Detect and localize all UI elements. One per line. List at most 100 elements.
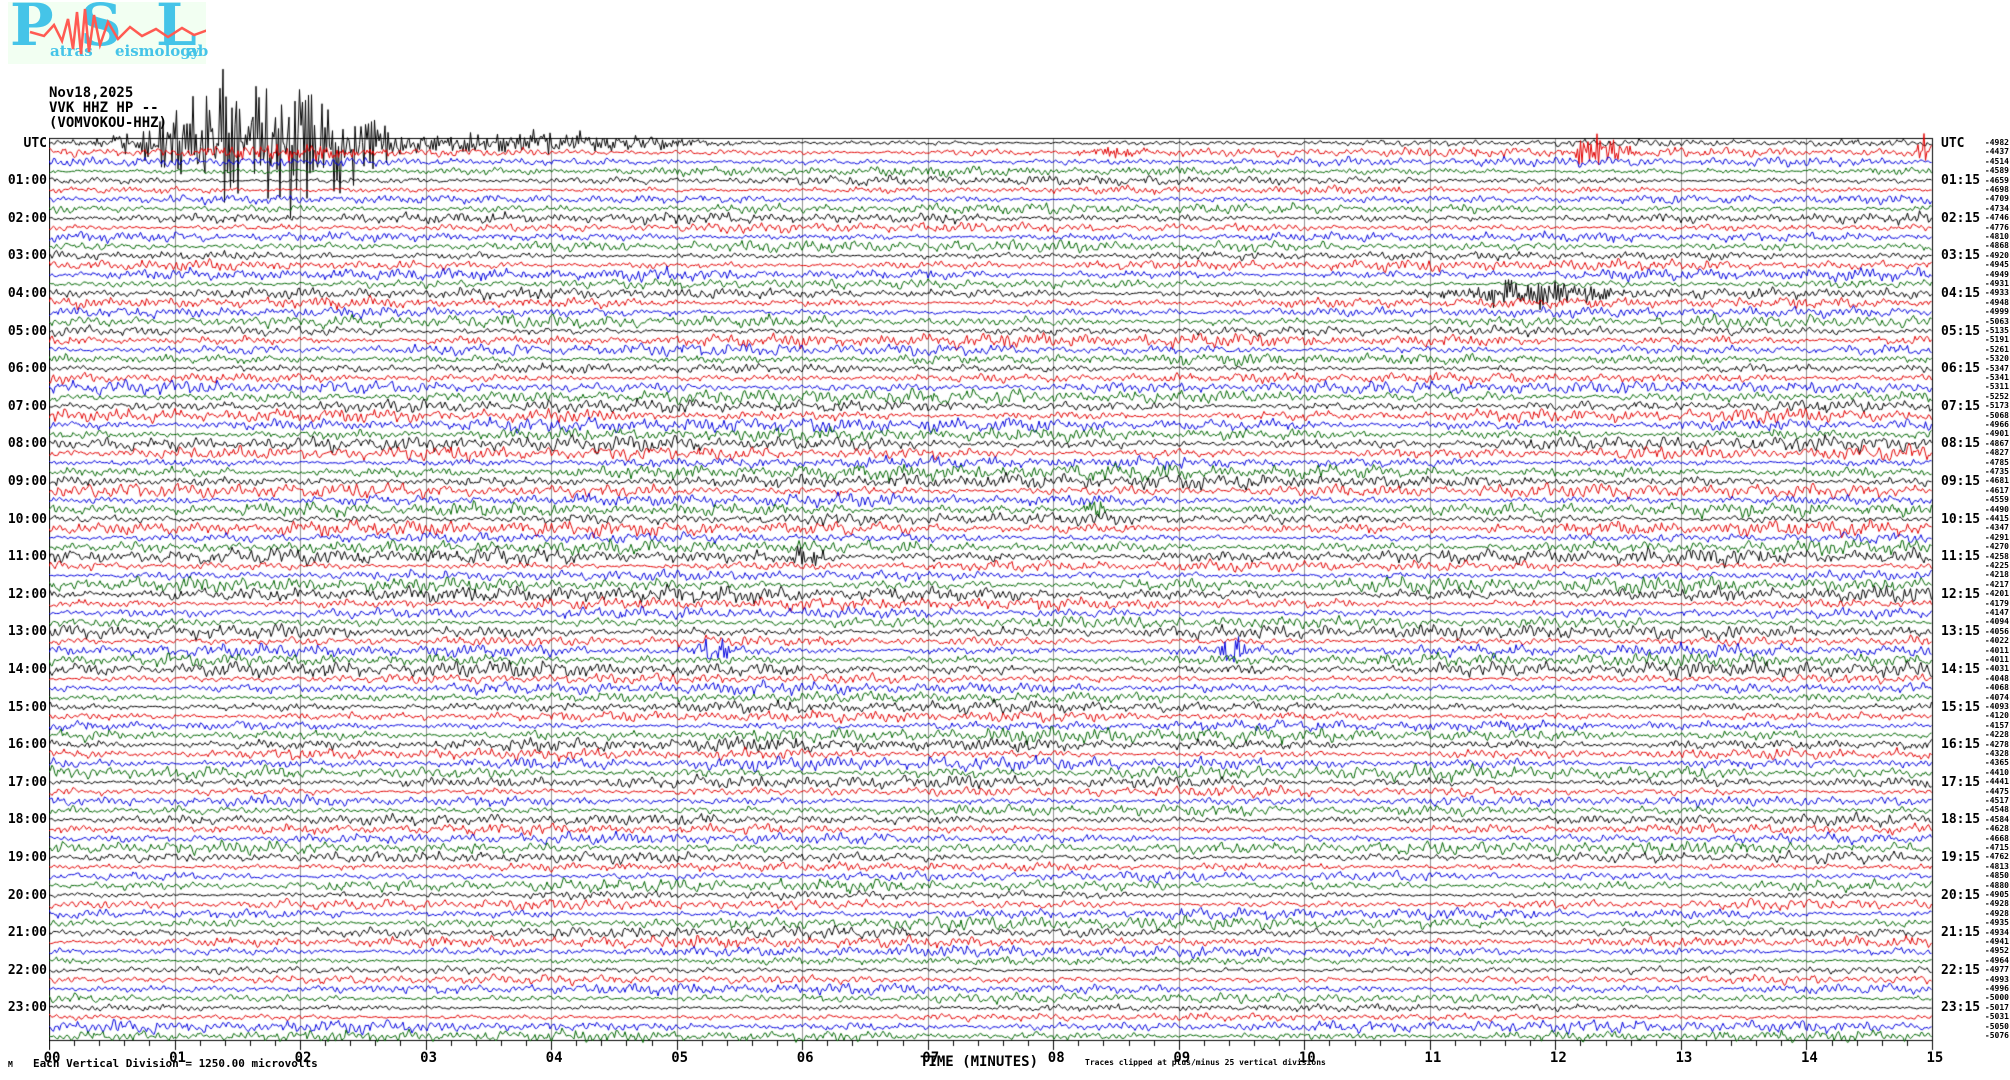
right-hour-label: 11:15 bbox=[1941, 549, 1981, 565]
trace-offset-value: -5068 bbox=[1984, 410, 2009, 420]
left-hour-label: 18:00 bbox=[7, 812, 47, 828]
trace-offset-value: -5341 bbox=[1984, 373, 2009, 382]
trace-offset-value: -4813 bbox=[1984, 861, 2009, 871]
trace-offset-value: -4514 bbox=[1984, 156, 2009, 166]
trace-offset-value: -4094 bbox=[1984, 617, 2009, 627]
trace-offset-value: -4934 bbox=[1984, 927, 2009, 937]
seismogram-canvas bbox=[49, 55, 1964, 1055]
right-hour-label: 03:15 bbox=[1941, 248, 1981, 264]
trace-offset-value: -4589 bbox=[1984, 166, 2009, 176]
right-hour-label: 12:15 bbox=[1941, 586, 1981, 602]
minute-tick-label: 12 bbox=[1549, 1050, 1567, 1066]
trace-offset-value: -5261 bbox=[1984, 344, 2009, 354]
trace-offset-value: -4157 bbox=[1984, 720, 2009, 730]
trace-offset-value: -4147 bbox=[1984, 608, 2009, 617]
logo-letter-l: L bbox=[156, 0, 197, 59]
logo-letter-p: P bbox=[10, 0, 54, 59]
trace-offset-value: -4935 bbox=[1984, 918, 2009, 928]
trace-offset-value: -4949 bbox=[1984, 269, 2009, 279]
trace-offset-value: -4868 bbox=[1984, 241, 2009, 251]
minute-tick-label: 07 bbox=[922, 1050, 940, 1066]
trace-offset-value: -4668 bbox=[1984, 833, 2009, 843]
trace-offset-value: -5191 bbox=[1984, 335, 2009, 345]
trace-offset-value: -4735 bbox=[1984, 467, 2009, 476]
trace-offset-value: -4715 bbox=[1984, 843, 2009, 852]
trace-offset-value: -4228 bbox=[1984, 730, 2009, 740]
trace-offset-value: -4584 bbox=[1984, 814, 2009, 824]
trace-offset-value: -4952 bbox=[1984, 946, 2009, 956]
trace-offset-value: -4928 bbox=[1984, 908, 2009, 918]
trace-offset-value: -4011 bbox=[1984, 655, 2009, 664]
minute-tick-label: 04 bbox=[545, 1050, 563, 1066]
left-hour-label: 21:00 bbox=[7, 925, 47, 941]
left-hour-label: 11:00 bbox=[7, 549, 47, 565]
trace-offset-value: -4850 bbox=[1984, 871, 2009, 881]
trace-offset-value: -4681 bbox=[1984, 476, 2009, 486]
left-hour-label: 17:00 bbox=[7, 774, 47, 790]
trace-offset-value: -4048 bbox=[1984, 673, 2009, 683]
trace-offset-value: -4964 bbox=[1984, 955, 2009, 965]
trace-offset-value: -4945 bbox=[1984, 260, 2009, 270]
trace-offset-value: -4218 bbox=[1984, 570, 2009, 580]
trace-offset-value: -4022 bbox=[1984, 636, 2009, 646]
clip-note: Traces clipped at plus/minus 25 vertical… bbox=[1085, 1058, 1326, 1067]
trace-offset-value: -4776 bbox=[1984, 222, 2009, 232]
left-hour-label: 02:00 bbox=[7, 210, 47, 226]
left-hour-label: 09:00 bbox=[7, 473, 47, 489]
trace-offset-value: -4928 bbox=[1984, 899, 2009, 909]
right-hour-label: 06:15 bbox=[1941, 361, 1981, 377]
minute-tick-label: 06 bbox=[796, 1050, 814, 1066]
minute-tick-label: 00 bbox=[43, 1050, 61, 1066]
trace-offset-value: -4880 bbox=[1984, 880, 2009, 890]
trace-offset-value: -4278 bbox=[1984, 739, 2009, 749]
trace-offset-value: -4559 bbox=[1984, 495, 2009, 505]
trace-offset-value: -4201 bbox=[1984, 589, 2009, 599]
right-hour-label: 07:15 bbox=[1941, 398, 1981, 414]
minute-tick-label: 01 bbox=[169, 1050, 186, 1066]
right-hour-label: 05:15 bbox=[1941, 323, 1981, 339]
trace-offset-value: -4901 bbox=[1984, 429, 2009, 439]
right-hour-label: 23:15 bbox=[1941, 1000, 1981, 1016]
psl-logo: P atras S eismology L ab bbox=[8, 0, 208, 64]
minute-tick-label: 09 bbox=[1173, 1050, 1191, 1066]
left-hour-label: 14:00 bbox=[7, 661, 47, 677]
left-hour-label: 10:00 bbox=[7, 511, 47, 527]
minute-tick-label: 15 bbox=[1926, 1050, 1944, 1066]
left-hour-label: 12:00 bbox=[7, 586, 47, 602]
minute-tick-label: 13 bbox=[1675, 1050, 1693, 1066]
trace-offset-value: -4437 bbox=[1984, 147, 2009, 157]
trace-offset-value: -4475 bbox=[1984, 786, 2009, 796]
right-hour-label: 09:15 bbox=[1941, 473, 1981, 489]
right-hour-label: 19:15 bbox=[1941, 849, 1981, 865]
minute-tick-label: 03 bbox=[420, 1050, 438, 1066]
right-hour-label: 13:15 bbox=[1941, 624, 1981, 640]
minute-tick-label: 10 bbox=[1298, 1050, 1316, 1066]
trace-offset-value: -4920 bbox=[1984, 250, 2009, 260]
right-hour-label: 02:15 bbox=[1941, 210, 1981, 226]
trace-offset-value: -5135 bbox=[1984, 326, 2009, 335]
trace-offset-value: -4347 bbox=[1984, 523, 2009, 533]
right-hour-label: 01:15 bbox=[1941, 173, 1981, 189]
left-hour-label: 20:00 bbox=[7, 887, 47, 903]
right-hour-label: 16:15 bbox=[1941, 737, 1981, 753]
left-hour-label: 07:00 bbox=[7, 398, 47, 414]
left-hour-label: 01:00 bbox=[7, 173, 47, 189]
left-hour-label: 22:00 bbox=[7, 962, 47, 978]
left-hour-label: 03:00 bbox=[7, 248, 47, 264]
left-hour-label: 04:00 bbox=[7, 285, 47, 301]
left-hour-label: UTC bbox=[23, 135, 47, 151]
trace-offset-value: -4410 bbox=[1984, 767, 2009, 777]
trace-offset-value: -5063 bbox=[1984, 316, 2009, 326]
right-hour-label: 08:15 bbox=[1941, 436, 1981, 452]
right-hour-label: 15:15 bbox=[1941, 699, 1981, 715]
trace-offset-value: -4941 bbox=[1984, 937, 2009, 946]
trace-offset-value: -5050 bbox=[1984, 1021, 2009, 1031]
trace-offset-value: -4120 bbox=[1984, 711, 2009, 721]
left-hour-label: 15:00 bbox=[7, 699, 47, 715]
trace-offset-value: -4628 bbox=[1984, 824, 2009, 834]
trace-offset-value: -4867 bbox=[1984, 438, 2009, 448]
trace-offset-value: -4074 bbox=[1984, 692, 2009, 702]
right-hour-label: 04:15 bbox=[1941, 285, 1981, 301]
trace-offset-value: -4966 bbox=[1984, 420, 2009, 429]
trace-offset-value: -4948 bbox=[1984, 297, 2009, 307]
